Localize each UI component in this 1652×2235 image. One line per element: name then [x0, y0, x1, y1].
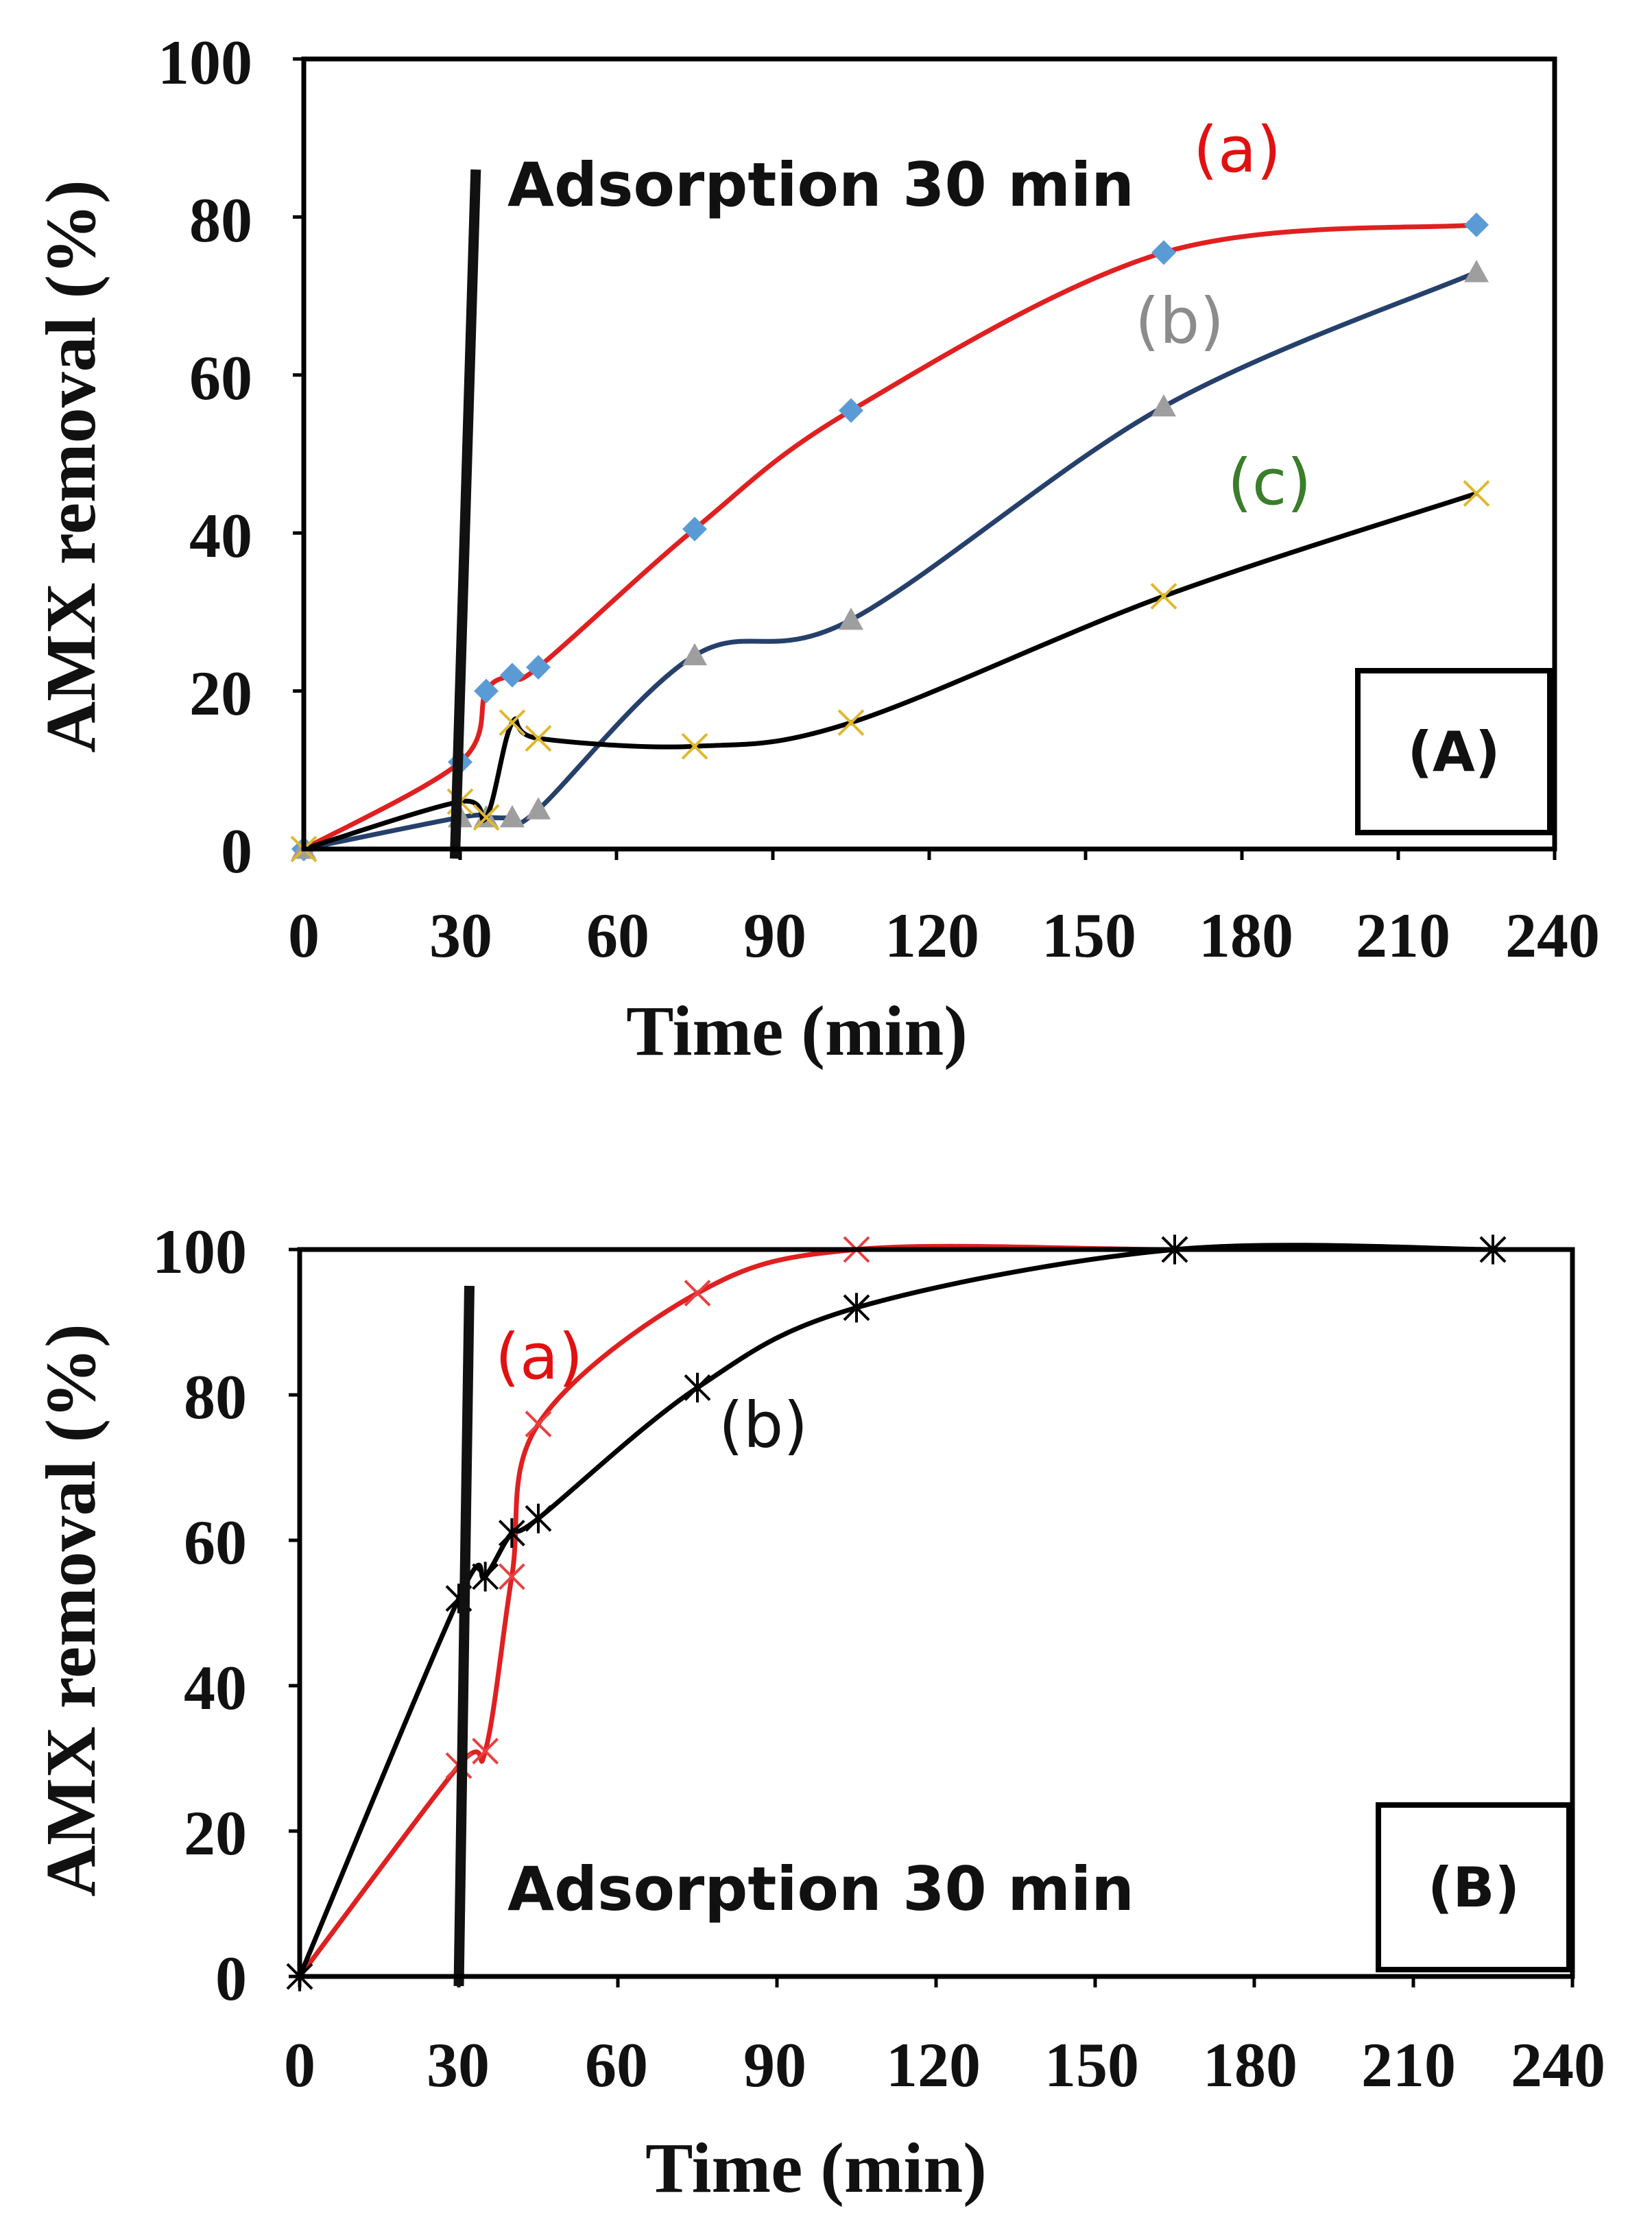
adsorption-annotation: Adsorption 30 min [507, 150, 1134, 220]
data-point-marker [839, 607, 863, 630]
y-tick-label: 0 [221, 816, 252, 886]
data-point-marker [472, 1562, 499, 1592]
x-tick-label: 60 [585, 2030, 648, 2100]
y-axis-title: AMX removal (%) [32, 1324, 110, 1897]
series-line [302, 222, 1477, 852]
data-point-marker [682, 643, 707, 666]
data-point-marker [499, 709, 526, 737]
x-tick-label: 150 [1042, 900, 1136, 970]
data-point-marker [525, 725, 552, 752]
series-label-a: (a) [1193, 113, 1281, 187]
data-point-marker [1463, 480, 1490, 507]
chart-panel-a: 100 80 60 40 20 0 0 30 60 90 120 150 180… [32, 27, 1600, 1071]
y-tick-labels: 100 80 60 40 20 0 [158, 27, 252, 886]
data-point-marker [839, 398, 863, 423]
data-point-marker [1150, 582, 1177, 610]
y-axis-title: AMX removal (%) [32, 180, 110, 753]
panel-label-frame [1376, 1802, 1572, 1972]
data-point-marker [837, 709, 865, 737]
data-point-marker [500, 662, 525, 688]
series-label-b: (b) [1135, 285, 1224, 358]
plot-area-a [290, 57, 1557, 863]
x-tick-label: 180 [1203, 2030, 1297, 2100]
data-point-marker [525, 1503, 552, 1533]
x-tick-label: 30 [429, 900, 492, 970]
plot-border [301, 56, 1557, 852]
x-tick-labels: 0 30 60 90 120 150 180 210 240 [284, 2030, 1605, 2100]
x-tick-label: 30 [427, 2030, 490, 2100]
y-tick-label: 100 [152, 1217, 247, 1287]
panel-label-box: (B) [1376, 1802, 1572, 1972]
y-tick-label: 20 [189, 658, 252, 728]
data-point-marker [498, 1563, 525, 1590]
x-tick-label: 120 [886, 2030, 981, 2100]
adsorption-divider-line [453, 1285, 475, 1987]
data-point-marker [498, 1518, 525, 1548]
data-point-marker [684, 1372, 711, 1402]
y-tick-label: 20 [184, 1798, 247, 1868]
panel-label: (B) [1428, 1856, 1520, 1920]
data-point-marker [681, 732, 708, 760]
y-tick-label: 40 [189, 501, 252, 571]
data-point-marker [1464, 212, 1489, 237]
chart-panel-b: 100 80 60 40 20 0 0 30 60 90 120 150 180… [32, 1217, 1605, 2208]
x-axis-title: Time (min) [626, 992, 968, 1071]
y-tick-label: 100 [158, 27, 252, 97]
data-point-marker [682, 516, 707, 542]
data-point-marker [684, 1280, 711, 1307]
y-tick-label: 80 [184, 1362, 247, 1432]
series-line [303, 270, 1478, 852]
x-tick-label: 150 [1044, 2030, 1139, 2100]
x-tick-label: 210 [1361, 2030, 1456, 2100]
x-tick-label: 210 [1356, 900, 1450, 970]
x-tick-label: 90 [743, 900, 806, 970]
data-point-marker [1464, 260, 1489, 283]
plot-border [297, 1247, 1575, 1979]
panel-label-box: (A) [1355, 668, 1553, 835]
adsorption-annotation: Adsorption 30 min [507, 1854, 1134, 1924]
data-point-marker [472, 1737, 499, 1765]
data-point-marker [1151, 240, 1176, 265]
x-tick-label: 0 [288, 900, 320, 970]
y-tick-label: 40 [184, 1653, 247, 1723]
y-tick-label: 60 [189, 343, 252, 413]
x-tick-label: 240 [1505, 900, 1600, 970]
x-tick-label: 120 [885, 900, 979, 970]
x-tick-label: 60 [586, 900, 649, 970]
data-point-marker [500, 804, 525, 828]
data-point-marker [843, 1293, 870, 1323]
data-point-marker [525, 1410, 552, 1437]
series-line [302, 491, 1478, 852]
y-tick-labels: 100 80 60 40 20 0 [152, 1217, 247, 2013]
x-tick-label: 240 [1511, 2030, 1605, 2100]
x-tick-label: 0 [284, 2030, 315, 2100]
series-label-a: (a) [495, 1320, 583, 1394]
data-point-marker [474, 678, 499, 704]
x-tick-labels: 0 30 60 90 120 150 180 210 240 [288, 900, 1600, 970]
data-point-marker [1151, 394, 1176, 417]
series-label-c: (c) [1228, 446, 1311, 519]
data-point-marker [526, 797, 551, 820]
y-tick-label: 0 [215, 1944, 247, 2013]
x-axis-title: Time (min) [645, 2129, 987, 2208]
y-tick-label: 80 [189, 185, 252, 255]
data-point-marker [472, 804, 500, 831]
adsorption-divider-line [449, 169, 481, 859]
y-tick-label: 60 [184, 1507, 247, 1577]
x-tick-label: 90 [743, 2030, 806, 2100]
series-label-b: (b) [719, 1389, 808, 1462]
x-tick-label: 180 [1199, 900, 1293, 970]
panel-label-frame [1355, 668, 1553, 835]
data-point-marker [526, 655, 551, 680]
panel-label: (A) [1407, 720, 1500, 784]
